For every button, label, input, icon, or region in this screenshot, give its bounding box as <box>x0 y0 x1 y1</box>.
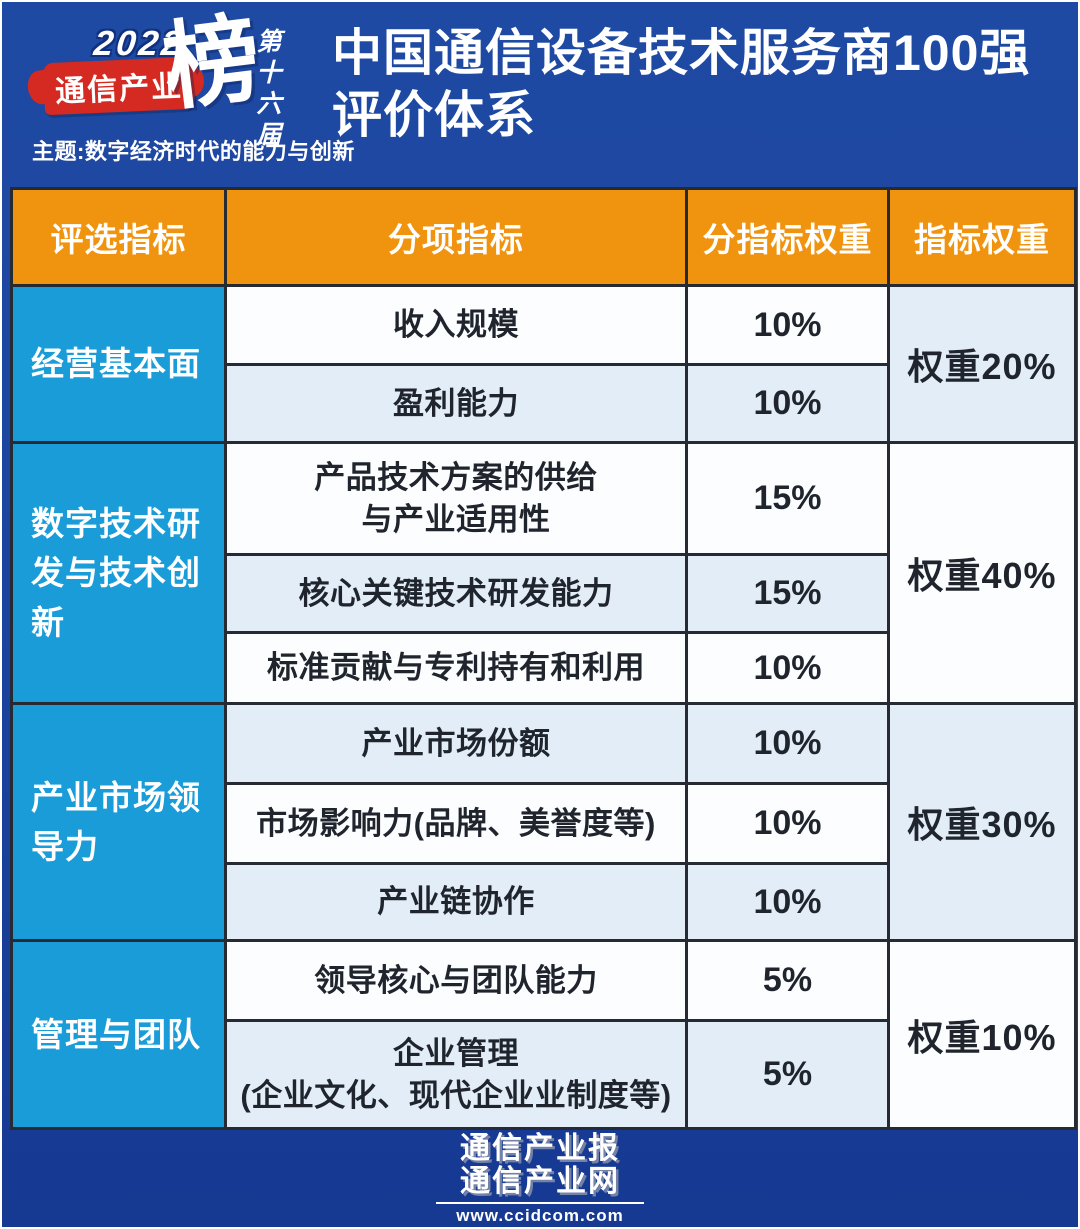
table-header-row: 评选指标 分项指标 分指标权重 指标权重 <box>10 187 1077 287</box>
table-row: 数字技术研发与技术创新 产品技术方案的供给 与产业适用性 15% 权重40% <box>10 441 1077 705</box>
subweight-cell: 10% <box>685 782 890 865</box>
subindicator-cell: 收入规模 <box>224 284 688 366</box>
header-cell-category: 评选指标 <box>10 187 227 287</box>
header-cell-subindicator: 分项指标 <box>224 187 688 287</box>
table-row: 产业市场领导力 产业市场份额 10% 权重30% <box>10 702 1077 942</box>
subweight-cell: 15% <box>685 441 890 556</box>
page-title-line2: 评价体系 <box>332 87 536 143</box>
subindicator-cell: 产品技术方案的供给 与产业适用性 <box>224 441 688 556</box>
subindicator-cell: 核心关键技术研发能力 <box>224 553 688 634</box>
weight-cell: 权重10% <box>887 939 1077 1130</box>
subweight-cell: 10% <box>685 363 890 444</box>
event-badge-logo: 2022 通信产业 榜 第十六届 主题:数字经济时代的能力与创新 <box>22 4 354 182</box>
subindicator-cell: 标准贡献与专利持有和利用 <box>224 631 688 705</box>
footer-url-label: www.ccidcom.com <box>456 1206 624 1225</box>
subindicator-cell: 领导核心与团队能力 <box>224 939 688 1022</box>
weight-cell: 权重30% <box>887 702 1077 942</box>
table-row: 产业链协作 10% <box>12 862 1076 942</box>
table-row: 管理与团队 领导核心与团队能力 5% 权重10% <box>10 939 1077 1130</box>
footer-newspaper-label: 通信产业报 <box>460 1132 620 1165</box>
footer-website-label: 通信产业网 <box>460 1165 620 1198</box>
category-cell: 数字技术研发与技术创新 <box>10 441 227 705</box>
subweight-cell: 5% <box>685 1019 890 1130</box>
footer-divider <box>436 1202 644 1204</box>
weight-cell: 权重20% <box>887 284 1077 444</box>
badge-rank-character: 榜 <box>157 4 267 123</box>
subindicator-cell: 市场影响力(品牌、美誉度等) <box>224 782 688 865</box>
page-title: 中国通信设备技术服务商100强 评价体系 <box>332 22 1072 146</box>
footer-brand-block: 通信产业报 通信产业网 www.ccidcom.com <box>2 1127 1078 1227</box>
table-row: 核心关键技术研发能力 15% <box>12 553 1076 634</box>
subweight-cell: 10% <box>685 631 890 705</box>
table-row: 市场影响力(品牌、美誉度等) 10% <box>12 782 1076 865</box>
evaluation-table: 评选指标 分项指标 分指标权重 指标权重 经营基本面 收入规模 10% 权重20… <box>10 187 1077 1130</box>
table-row: 盈利能力 10% <box>12 363 1076 444</box>
subweight-cell: 5% <box>685 939 890 1022</box>
category-cell: 管理与团队 <box>10 939 227 1130</box>
header-banner: 2022 通信产业 榜 第十六届 主题:数字经济时代的能力与创新 中国通信设备技… <box>2 2 1078 185</box>
table-row: 经营基本面 收入规模 10% 权重20% <box>10 284 1077 444</box>
subindicator-cell: 企业管理 (企业文化、现代企业业制度等) <box>224 1019 688 1130</box>
subweight-cell: 10% <box>685 702 890 785</box>
subindicator-cell: 产业链协作 <box>224 862 688 942</box>
table-row: 标准贡献与专利持有和利用 10% <box>12 631 1076 705</box>
page-title-line1: 中国通信设备技术服务商100强 <box>332 25 1031 81</box>
subweight-cell: 10% <box>685 284 890 366</box>
header-cell-weight: 指标权重 <box>887 187 1077 287</box>
subweight-cell: 10% <box>685 862 890 942</box>
category-cell: 经营基本面 <box>10 284 227 444</box>
category-cell: 产业市场领导力 <box>10 702 227 942</box>
subindicator-cell: 产业市场份额 <box>224 702 688 785</box>
weight-cell: 权重40% <box>887 441 1077 705</box>
header-cell-subweight: 分指标权重 <box>685 187 890 287</box>
badge-edition-label: 第十六届 <box>253 28 281 152</box>
table-row: 企业管理 (企业文化、现代企业业制度等) 5% <box>12 1019 1076 1130</box>
subindicator-cell: 盈利能力 <box>224 363 688 444</box>
badge-theme-label: 主题:数字经济时代的能力与创新 <box>32 139 355 164</box>
subweight-cell: 15% <box>685 553 890 634</box>
